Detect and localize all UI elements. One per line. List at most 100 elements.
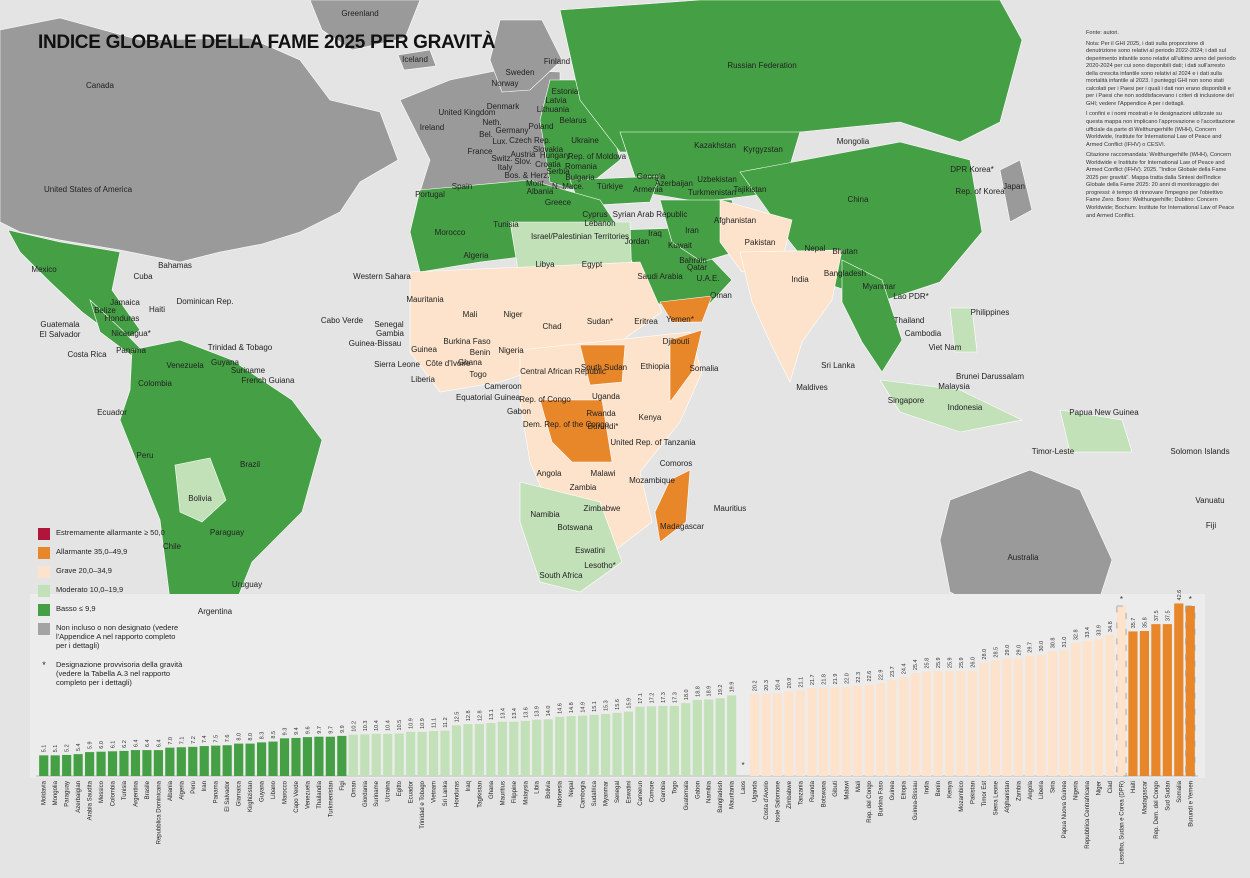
country-label: Belarus	[559, 116, 586, 125]
country-label: Pakistan	[745, 238, 776, 247]
value-label: 30.8	[1051, 638, 1057, 649]
value-label: 9.4	[294, 727, 300, 735]
bar	[497, 721, 507, 776]
country-label: Israel/Palestinian Territories	[531, 232, 629, 241]
country-label: Austria	[511, 150, 536, 159]
country-label: N. Mace.	[552, 182, 584, 191]
country-label: Madagascar	[660, 522, 704, 531]
category-label: Lesotho, Sudan e Corea (DPR)	[1119, 781, 1125, 864]
bar	[589, 714, 599, 776]
land	[0, 17, 399, 263]
note: I confini e i nomi mostrati e le designa…	[1086, 111, 1235, 148]
country-label: Somalia	[690, 364, 719, 373]
land	[841, 259, 903, 373]
bar	[383, 733, 393, 776]
value-label: 25.9	[947, 657, 953, 668]
category-label: Namibia	[707, 780, 713, 803]
category-label: Albania	[168, 780, 174, 801]
value-label: 10.3	[363, 721, 369, 732]
bar	[1025, 655, 1035, 776]
category-label: Egitto	[397, 780, 403, 796]
category-label: Ghana	[489, 780, 495, 799]
bar	[119, 750, 129, 776]
bar	[291, 737, 301, 776]
legend-item: Allarmante 35,0–49,9	[38, 547, 188, 559]
country-label: Morocco	[435, 228, 466, 237]
bar	[153, 750, 163, 776]
value-label: 25.4	[913, 659, 919, 670]
value-label: 18.0	[684, 689, 690, 700]
country-label: Thailand	[894, 316, 925, 325]
value-label: 12.5	[454, 712, 460, 723]
country-label: Eritrea	[634, 317, 658, 326]
bar	[933, 671, 943, 776]
category-label: Pakistan	[970, 781, 976, 804]
country-label: Belize	[94, 306, 116, 315]
category-label: Ucraina	[386, 780, 392, 801]
bar	[50, 755, 60, 776]
value-label: 17.2	[649, 693, 655, 704]
map	[0, 0, 1133, 703]
country-label: France	[468, 147, 493, 156]
category-label: Siria	[1051, 780, 1057, 793]
country-label: Equatorial Guinea	[456, 393, 521, 402]
bar	[107, 751, 118, 776]
value-label: *	[742, 761, 745, 770]
category-label: Haiti	[1131, 781, 1137, 793]
value-label: 13.6	[523, 707, 529, 718]
bar	[234, 743, 244, 776]
country-label: Kenya	[639, 413, 662, 422]
country-label: Saudi Arabia	[637, 272, 683, 281]
country-label: Georgia	[637, 172, 666, 181]
country-label: Bahamas	[158, 261, 192, 270]
category-label: Perù	[191, 781, 197, 794]
category-label: Bolivia	[546, 780, 552, 798]
bar	[222, 745, 232, 776]
country-label: Uganda	[592, 392, 621, 401]
bar	[211, 745, 221, 776]
note: Citazione raccomandata: Welthungerhilfe …	[1086, 152, 1235, 219]
category-label: Sri Lanka	[443, 780, 449, 806]
asterisk: *	[42, 660, 46, 670]
value-label: 9.6	[305, 726, 311, 734]
bar	[612, 712, 622, 776]
country-label: Tunisia	[493, 220, 519, 229]
bar	[394, 733, 404, 776]
category-label: Honduras	[454, 781, 460, 807]
country-label: Albania	[527, 187, 554, 196]
value-label: 11.1	[432, 718, 438, 728]
country-label: Denmark	[487, 102, 520, 111]
country-label: India	[791, 275, 809, 284]
category-label: Papua Nuova Guinea	[1062, 780, 1068, 838]
value-label: 15.1	[592, 701, 598, 712]
country-label: Latvia	[545, 96, 567, 105]
bar	[944, 671, 955, 776]
category-label: Timor Est	[982, 781, 988, 807]
category-label: Burkina Faso	[879, 780, 885, 816]
category-label: Guatemala	[684, 780, 690, 810]
bar	[979, 662, 989, 776]
country-label: Philippines	[971, 308, 1010, 317]
country-label: South Sudan	[581, 363, 627, 372]
country-label: Lithuania	[537, 105, 570, 114]
bar	[406, 731, 416, 776]
country-label: Brunei Darussalam	[956, 372, 1024, 381]
category-label: Camerun	[638, 781, 644, 806]
country-label: Singapore	[888, 396, 925, 405]
value-label: 10.9	[409, 718, 415, 729]
category-label: Uganda	[753, 780, 759, 802]
value-label: 20.2	[753, 680, 759, 691]
category-label: Sierra Leone	[993, 780, 999, 815]
bar	[1013, 658, 1023, 776]
country-label: Trinidad & Tobago	[208, 343, 273, 352]
category-label: Repubblica Dominicana	[156, 780, 162, 844]
value-label: 25.8	[925, 658, 931, 669]
country-label: French Guiana	[242, 376, 295, 385]
bar	[853, 685, 863, 776]
bar	[646, 706, 656, 776]
country-label: Ethiopia	[641, 362, 670, 371]
category-label: Marocco	[283, 780, 289, 804]
category-label: Venezuela	[305, 780, 311, 809]
bar	[1082, 640, 1092, 776]
country-label: Croatia	[535, 160, 561, 169]
